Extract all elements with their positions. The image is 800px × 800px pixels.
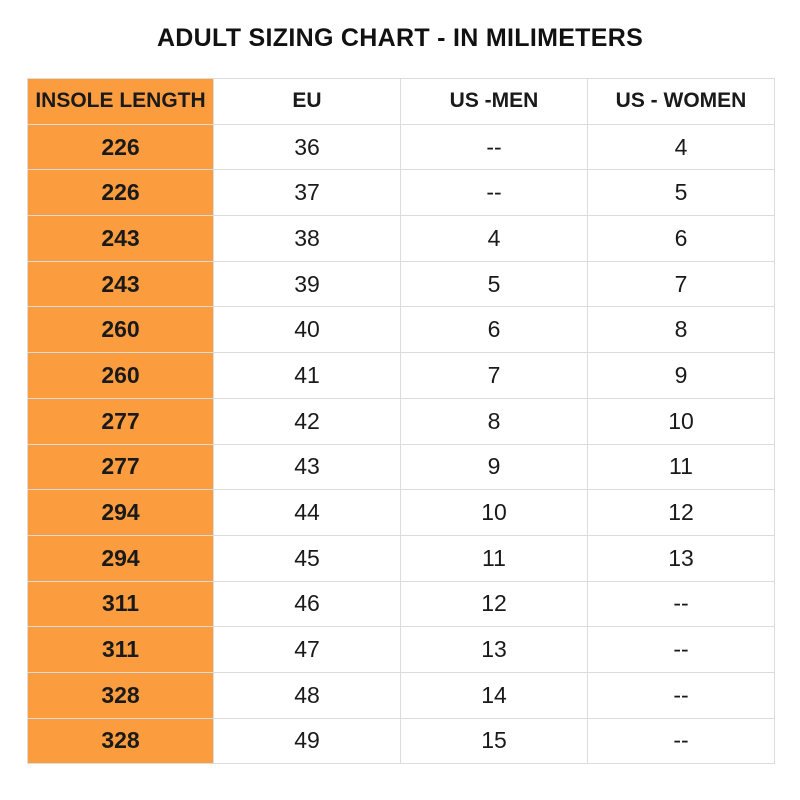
eu-cell: 40 — [213, 306, 401, 354]
header-eu: EU — [213, 78, 401, 125]
table-row: 226 36 -- 4 — [27, 123, 775, 171]
table-body: 226 36 -- 4 226 37 -- 5 243 38 4 6 243 39 5 7 260 40 6 8 260… — [27, 123, 775, 765]
insole-length-cell: 277 — [27, 443, 214, 491]
us-men-cell: 8 — [400, 397, 588, 445]
us-men-cell: 12 — [400, 580, 588, 628]
insole-length-cell: 226 — [27, 123, 214, 171]
us-women-cell: 6 — [587, 215, 775, 262]
eu-cell: 49 — [213, 717, 401, 765]
insole-length-cell: 260 — [27, 352, 214, 399]
insole-length-cell: 243 — [27, 260, 214, 308]
eu-cell: 39 — [213, 260, 401, 308]
table-row: 277 42 8 10 — [27, 397, 775, 445]
eu-cell: 36 — [213, 123, 401, 171]
header-insole-length: INSOLE LENGTH — [27, 78, 214, 125]
eu-cell: 44 — [213, 489, 401, 536]
table-row: 294 44 10 12 — [27, 489, 775, 536]
table-row: 294 45 11 13 — [27, 534, 775, 582]
us-men-cell: 7 — [400, 352, 588, 399]
table-row: 260 40 6 8 — [27, 306, 775, 354]
us-women-cell: 11 — [587, 443, 775, 491]
insole-length-cell: 226 — [27, 169, 214, 217]
sizing-table: INSOLE LENGTH EU US -MEN US - WOMEN 226 3… — [27, 78, 775, 765]
us-men-cell: 14 — [400, 671, 588, 719]
eu-cell: 45 — [213, 534, 401, 582]
us-men-cell: 5 — [400, 260, 588, 308]
us-men-cell: -- — [400, 169, 588, 217]
insole-length-cell: 294 — [27, 489, 214, 536]
insole-length-cell: 277 — [27, 397, 214, 445]
us-men-cell: 6 — [400, 306, 588, 354]
us-women-cell: 12 — [587, 489, 775, 536]
eu-cell: 46 — [213, 580, 401, 628]
insole-length-cell: 328 — [27, 671, 214, 719]
us-women-cell: -- — [587, 626, 775, 673]
us-women-cell: -- — [587, 671, 775, 719]
table-row: 243 38 4 6 — [27, 215, 775, 262]
chart-title: ADULT SIZING CHART - IN MILIMETERS — [156, 24, 644, 52]
insole-length-cell: 294 — [27, 534, 214, 582]
eu-cell: 42 — [213, 397, 401, 445]
us-women-cell: 13 — [587, 534, 775, 582]
insole-length-cell: 260 — [27, 306, 214, 354]
table-row: 260 41 7 9 — [27, 352, 775, 399]
us-men-cell: -- — [400, 123, 588, 171]
table-row: 311 47 13 -- — [27, 626, 775, 673]
header-us-men: US -MEN — [400, 78, 588, 125]
insole-length-cell: 311 — [27, 580, 214, 628]
table-row: 328 49 15 -- — [27, 717, 775, 765]
insole-length-cell: 328 — [27, 717, 214, 765]
us-men-cell: 11 — [400, 534, 588, 582]
us-men-cell: 15 — [400, 717, 588, 765]
eu-cell: 41 — [213, 352, 401, 399]
table-row: 226 37 -- 5 — [27, 169, 775, 217]
us-women-cell: 7 — [587, 260, 775, 308]
header-us-women: US - WOMEN — [587, 78, 775, 125]
us-men-cell: 13 — [400, 626, 588, 673]
eu-cell: 37 — [213, 169, 401, 217]
us-women-cell: 8 — [587, 306, 775, 354]
us-women-cell: 10 — [587, 397, 775, 445]
us-men-cell: 9 — [400, 443, 588, 491]
eu-cell: 47 — [213, 626, 401, 673]
us-women-cell: -- — [587, 580, 775, 628]
us-men-cell: 4 — [400, 215, 588, 262]
us-men-cell: 10 — [400, 489, 588, 536]
header-row: INSOLE LENGTH EU US -MEN US - WOMEN — [27, 78, 775, 125]
eu-cell: 48 — [213, 671, 401, 719]
table-row: 328 48 14 -- — [27, 671, 775, 719]
us-women-cell: 9 — [587, 352, 775, 399]
table-row: 311 46 12 -- — [27, 580, 775, 628]
us-women-cell: 4 — [587, 123, 775, 171]
insole-length-cell: 243 — [27, 215, 214, 262]
us-women-cell: 5 — [587, 169, 775, 217]
eu-cell: 43 — [213, 443, 401, 491]
eu-cell: 38 — [213, 215, 401, 262]
insole-length-cell: 311 — [27, 626, 214, 673]
table-row: 277 43 9 11 — [27, 443, 775, 491]
table-row: 243 39 5 7 — [27, 260, 775, 308]
us-women-cell: -- — [587, 717, 775, 765]
